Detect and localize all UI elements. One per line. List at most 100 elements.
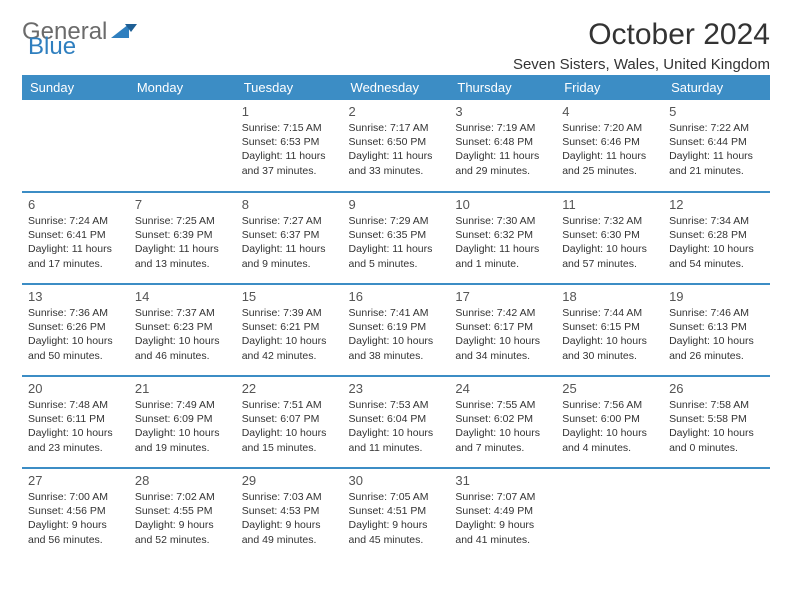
calendar-body: 1Sunrise: 7:15 AMSunset: 6:53 PMDaylight…: [22, 100, 770, 560]
day-details: Sunrise: 7:30 AMSunset: 6:32 PMDaylight:…: [455, 214, 550, 271]
sunrise-line: Sunrise: 7:22 AM: [669, 121, 764, 135]
day-number: 30: [349, 473, 444, 488]
sunrise-line: Sunrise: 7:17 AM: [349, 121, 444, 135]
day-header: Tuesday: [236, 75, 343, 100]
sunset-line: Sunset: 6:02 PM: [455, 412, 550, 426]
calendar-cell: 6Sunrise: 7:24 AMSunset: 6:41 PMDaylight…: [22, 192, 129, 284]
day-details: Sunrise: 7:02 AMSunset: 4:55 PMDaylight:…: [135, 490, 230, 547]
daylight-line: Daylight: 10 hours and 50 minutes.: [28, 334, 123, 362]
day-details: Sunrise: 7:36 AMSunset: 6:26 PMDaylight:…: [28, 306, 123, 363]
day-details: Sunrise: 7:20 AMSunset: 6:46 PMDaylight:…: [562, 121, 657, 178]
daylight-line: Daylight: 10 hours and 38 minutes.: [349, 334, 444, 362]
location-text: Seven Sisters, Wales, United Kingdom: [513, 56, 770, 73]
sunset-line: Sunset: 6:26 PM: [28, 320, 123, 334]
day-header: Saturday: [663, 75, 770, 100]
calendar-cell: 11Sunrise: 7:32 AMSunset: 6:30 PMDayligh…: [556, 192, 663, 284]
sunrise-line: Sunrise: 7:02 AM: [135, 490, 230, 504]
calendar-cell: 8 Sunrise: 7:27 AMSunset: 6:37 PMDaylight…: [236, 192, 343, 284]
daylight-line: Daylight: 10 hours and 19 minutes.: [135, 426, 230, 454]
calendar-cell: 5 Sunrise: 7:22 AMSunset: 6:44 PMDaylight…: [663, 100, 770, 192]
sunset-line: Sunset: 6:30 PM: [562, 228, 657, 242]
day-details: Sunrise: 7:55 AMSunset: 6:02 PMDaylight:…: [455, 398, 550, 455]
sunrise-line: Sunrise: 7:03 AM: [242, 490, 337, 504]
day-details: Sunrise: 7:41 AMSunset: 6:19 PMDaylight:…: [349, 306, 444, 363]
day-number: 8: [242, 197, 337, 212]
sunset-line: Sunset: 4:56 PM: [28, 504, 123, 518]
daylight-line: Daylight: 10 hours and 42 minutes.: [242, 334, 337, 362]
calendar-cell: 29Sunrise: 7:03 AMSunset: 4:53 PMDayligh…: [236, 468, 343, 560]
day-number: 24: [455, 381, 550, 396]
daylight-line: Daylight: 10 hours and 34 minutes.: [455, 334, 550, 362]
calendar-cell: 25Sunrise: 7:56 AMSunset: 6:00 PMDayligh…: [556, 376, 663, 468]
day-number: 23: [349, 381, 444, 396]
calendar-cell: 12Sunrise: 7:34 AMSunset: 6:28 PMDayligh…: [663, 192, 770, 284]
calendar-cell: 3Sunrise: 7:19 AMSunset: 6:48 PMDaylight…: [449, 100, 556, 192]
daylight-line: Daylight: 9 hours and 56 minutes.: [28, 518, 123, 546]
sunset-line: Sunset: 6:44 PM: [669, 135, 764, 149]
sunset-line: Sunset: 4:55 PM: [135, 504, 230, 518]
sunrise-line: Sunrise: 7:55 AM: [455, 398, 550, 412]
day-details: Sunrise: 7:29 AMSunset: 6:35 PMDaylight:…: [349, 214, 444, 271]
day-number: 10: [455, 197, 550, 212]
sunset-line: Sunset: 6:15 PM: [562, 320, 657, 334]
day-number: 20: [28, 381, 123, 396]
title-block: October 2024 Seven Sisters, Wales, Unite…: [513, 18, 770, 73]
day-details: Sunrise: 7:39 AMSunset: 6:21 PMDaylight:…: [242, 306, 337, 363]
day-number: 28: [135, 473, 230, 488]
day-details: Sunrise: 7:27 AMSunset: 6:37 PMDaylight:…: [242, 214, 337, 271]
daylight-line: Daylight: 10 hours and 57 minutes.: [562, 242, 657, 270]
sunrise-line: Sunrise: 7:19 AM: [455, 121, 550, 135]
calendar-week-row: 1Sunrise: 7:15 AMSunset: 6:53 PMDaylight…: [22, 100, 770, 192]
daylight-line: Daylight: 10 hours and 11 minutes.: [349, 426, 444, 454]
calendar-cell: 13Sunrise: 7:36 AMSunset: 6:26 PMDayligh…: [22, 284, 129, 376]
sunset-line: Sunset: 6:28 PM: [669, 228, 764, 242]
calendar-cell: 26Sunrise: 7:58 AMSunset: 5:58 PMDayligh…: [663, 376, 770, 468]
daylight-line: Daylight: 10 hours and 7 minutes.: [455, 426, 550, 454]
day-details: Sunrise: 7:00 AMSunset: 4:56 PMDaylight:…: [28, 490, 123, 547]
daylight-line: Daylight: 10 hours and 23 minutes.: [28, 426, 123, 454]
logo-text-blue: Blue: [28, 33, 76, 60]
day-details: Sunrise: 7:15 AMSunset: 6:53 PMDaylight:…: [242, 121, 337, 178]
sunset-line: Sunset: 6:11 PM: [28, 412, 123, 426]
calendar-cell: 14 Sunrise: 7:37 AMSunset: 6:23 PMDayligh…: [129, 284, 236, 376]
sunset-line: Sunset: 6:04 PM: [349, 412, 444, 426]
sunrise-line: Sunrise: 7:42 AM: [455, 306, 550, 320]
calendar-cell: 28 Sunrise: 7:02 AMSunset: 4:55 PMDayligh…: [129, 468, 236, 560]
sunset-line: Sunset: 6:00 PM: [562, 412, 657, 426]
day-number: 14: [135, 289, 230, 304]
daylight-line: Daylight: 10 hours and 4 minutes.: [562, 426, 657, 454]
sunrise-line: Sunrise: 7:44 AM: [562, 306, 657, 320]
sunset-line: Sunset: 5:58 PM: [669, 412, 764, 426]
sunrise-line: Sunrise: 7:30 AM: [455, 214, 550, 228]
calendar-cell: 30 Sunrise: 7:05 AMSunset: 4:51 PMDayligh…: [343, 468, 450, 560]
daylight-line: Daylight: 10 hours and 54 minutes.: [669, 242, 764, 270]
day-number: 22: [242, 381, 337, 396]
calendar-cell: [129, 100, 236, 192]
daylight-line: Daylight: 11 hours and 21 minutes.: [669, 149, 764, 177]
sunrise-line: Sunrise: 7:46 AM: [669, 306, 764, 320]
sunset-line: Sunset: 6:23 PM: [135, 320, 230, 334]
sunrise-line: Sunrise: 7:36 AM: [28, 306, 123, 320]
sunset-line: Sunset: 6:48 PM: [455, 135, 550, 149]
daylight-line: Daylight: 11 hours and 9 minutes.: [242, 242, 337, 270]
day-details: Sunrise: 7:48 AMSunset: 6:11 PMDaylight:…: [28, 398, 123, 455]
calendar-cell: 16Sunrise: 7:41 AMSunset: 6:19 PMDayligh…: [343, 284, 450, 376]
day-details: Sunrise: 7:03 AMSunset: 4:53 PMDaylight:…: [242, 490, 337, 547]
calendar-cell: 15 Sunrise: 7:39 AMSunset: 6:21 PMDayligh…: [236, 284, 343, 376]
sunrise-line: Sunrise: 7:25 AM: [135, 214, 230, 228]
sunset-line: Sunset: 6:41 PM: [28, 228, 123, 242]
day-details: Sunrise: 7:37 AMSunset: 6:23 PMDaylight:…: [135, 306, 230, 363]
sunrise-line: Sunrise: 7:29 AM: [349, 214, 444, 228]
sunset-line: Sunset: 4:49 PM: [455, 504, 550, 518]
daylight-line: Daylight: 9 hours and 41 minutes.: [455, 518, 550, 546]
day-number: 18: [562, 289, 657, 304]
sunset-line: Sunset: 6:17 PM: [455, 320, 550, 334]
calendar-cell: 19Sunrise: 7:46 AMSunset: 6:13 PMDayligh…: [663, 284, 770, 376]
day-number: 15: [242, 289, 337, 304]
day-details: Sunrise: 7:05 AMSunset: 4:51 PMDaylight:…: [349, 490, 444, 547]
day-number: 5: [669, 104, 764, 119]
daylight-line: Daylight: 10 hours and 30 minutes.: [562, 334, 657, 362]
sunrise-line: Sunrise: 7:41 AM: [349, 306, 444, 320]
day-details: Sunrise: 7:49 AMSunset: 6:09 PMDaylight:…: [135, 398, 230, 455]
calendar-cell: 24 Sunrise: 7:55 AMSunset: 6:02 PMDayligh…: [449, 376, 556, 468]
